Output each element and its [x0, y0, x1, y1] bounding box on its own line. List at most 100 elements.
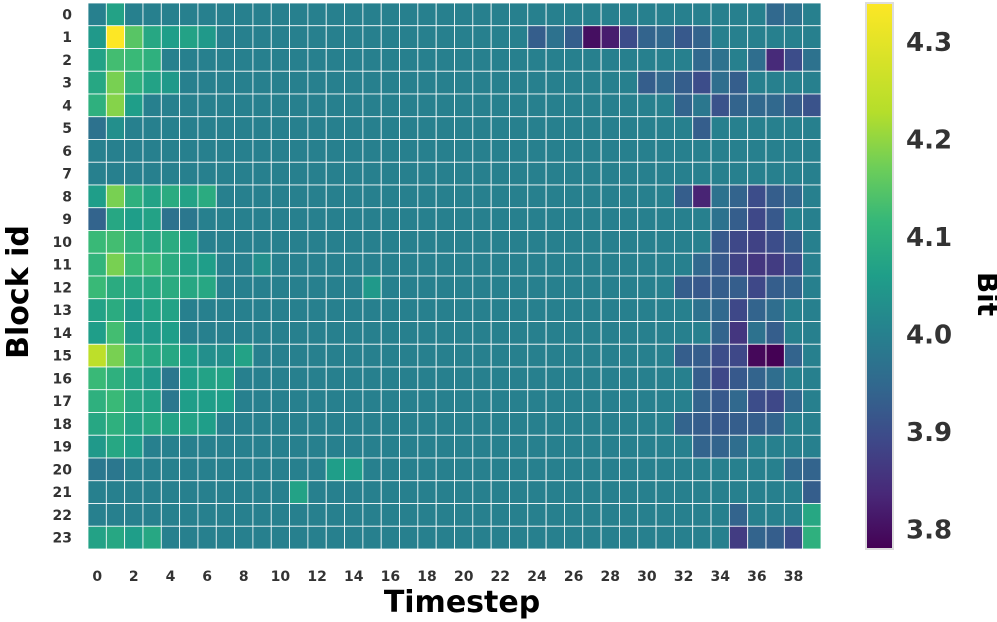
heatmap-cell: [399, 230, 419, 254]
heatmap-cell: [435, 321, 455, 345]
heatmap-cell: [142, 70, 162, 95]
heatmap-cell: [710, 116, 730, 140]
heatmap-cell: [582, 116, 602, 140]
heatmap-cell: [124, 434, 144, 459]
heatmap-cell: [399, 252, 419, 277]
heatmap-cell: [160, 321, 181, 345]
heatmap-cell: [710, 457, 730, 482]
heatmap-cell: [600, 412, 620, 436]
heatmap-cell: [270, 2, 290, 27]
heatmap-cell: [600, 161, 620, 186]
heatmap-cell: [142, 207, 162, 231]
heatmap-cell: [105, 321, 126, 345]
heatmap-cell: [655, 70, 675, 95]
heatmap-cell: [435, 525, 455, 550]
heatmap-cell: [215, 457, 235, 482]
heatmap-cell: [160, 275, 181, 300]
heatmap-cell: [747, 184, 767, 209]
x-tick-label: 36: [747, 569, 766, 585]
heatmap-cell: [325, 321, 345, 345]
heatmap-cell: [509, 457, 529, 482]
heatmap-cell: [765, 207, 785, 231]
heatmap-cell: [399, 389, 419, 413]
heatmap-cell: [234, 412, 254, 436]
heatmap-cell: [765, 70, 785, 95]
heatmap-cell: [87, 230, 107, 254]
heatmap-cell: [710, 70, 730, 95]
heatmap-cell: [710, 525, 730, 550]
heatmap-cell: [655, 139, 675, 163]
heatmap-cell: [619, 2, 639, 27]
heatmap-cell: [545, 161, 565, 186]
heatmap-cell: [105, 116, 126, 140]
heatmap-cell: [289, 161, 309, 186]
heatmap-cell: [105, 480, 126, 504]
heatmap-cell: [637, 2, 657, 27]
heatmap-cell: [728, 525, 749, 550]
heatmap-cell: [692, 503, 712, 527]
heatmap-cell: [289, 298, 309, 322]
heatmap-cell: [325, 139, 345, 163]
heatmap-cell: [197, 25, 217, 49]
heatmap-cell: [87, 252, 107, 277]
heatmap-cell: [197, 366, 217, 391]
heatmap-cell: [582, 412, 602, 436]
heatmap-cell: [509, 389, 529, 413]
heatmap-cell: [490, 207, 510, 231]
heatmap-cell: [454, 139, 474, 163]
heatmap-cell: [325, 503, 345, 527]
heatmap-cell: [619, 275, 639, 300]
heatmap-cell: [270, 207, 290, 231]
heatmap-cell: [234, 48, 254, 72]
heatmap-cell: [765, 93, 785, 118]
heatmap-cell: [527, 525, 547, 550]
heatmap-cell: [252, 275, 272, 300]
heatmap-cell: [252, 184, 272, 209]
heatmap-cell: [252, 434, 272, 459]
heatmap-cell: [179, 230, 199, 254]
heatmap-cell: [527, 139, 547, 163]
heatmap-cell: [380, 93, 400, 118]
heatmap-cell: [509, 161, 529, 186]
heatmap-cell: [728, 366, 749, 391]
heatmap-cell: [472, 275, 492, 300]
heatmap-cell: [545, 2, 565, 27]
heatmap-cell: [692, 70, 712, 95]
heatmap-cell: [765, 298, 785, 322]
heatmap-cell: [197, 230, 217, 254]
heatmap-cell: [619, 412, 639, 436]
y-tick-label: 21: [53, 485, 72, 501]
heatmap-cell: [802, 480, 822, 504]
heatmap-cell: [747, 434, 767, 459]
heatmap-cell: [87, 457, 107, 482]
heatmap-cell: [582, 70, 602, 95]
heatmap-cell: [435, 116, 455, 140]
heatmap-cell: [564, 503, 584, 527]
heatmap-cell: [710, 389, 730, 413]
heatmap-cell: [124, 389, 144, 413]
heatmap-cell: [564, 434, 584, 459]
heatmap-cell: [692, 480, 712, 504]
heatmap-cell: [307, 230, 327, 254]
heatmap-cell: [710, 503, 730, 527]
heatmap-cell: [362, 457, 382, 482]
heatmap-cell: [454, 412, 474, 436]
heatmap-cell: [215, 93, 235, 118]
heatmap-cell: [289, 389, 309, 413]
heatmap-cell: [600, 252, 620, 277]
heatmap-cell: [252, 25, 272, 49]
heatmap-cell: [380, 25, 400, 49]
heatmap-cell: [710, 48, 730, 72]
heatmap-cell: [802, 48, 822, 72]
heatmap-cell: [490, 366, 510, 391]
heatmap-cell: [655, 503, 675, 527]
heatmap-cell: [637, 434, 657, 459]
heatmap-cell: [270, 25, 290, 49]
heatmap-cell: [344, 2, 364, 27]
heatmap-cell: [582, 230, 602, 254]
heatmap-cell: [454, 184, 474, 209]
heatmap-cell: [674, 480, 694, 504]
heatmap-cell: [765, 366, 785, 391]
heatmap-cell: [655, 434, 675, 459]
heatmap-cell: [124, 25, 144, 49]
